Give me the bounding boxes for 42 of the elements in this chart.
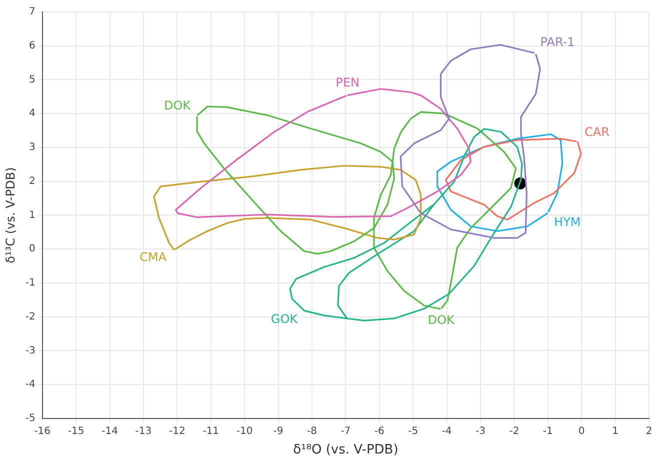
x-tick-label: -12 <box>169 426 186 437</box>
series-label: CAR <box>584 124 610 139</box>
y-tick-label: -4 <box>25 379 36 390</box>
x-tick-label: 2 <box>646 426 652 437</box>
x-axis-title: δ¹⁸O (vs. V-PDB) <box>293 442 398 458</box>
x-tick-label: -8 <box>306 426 317 437</box>
y-tick-label: 2 <box>28 176 36 187</box>
x-tick-label: -6 <box>374 426 384 437</box>
x-tick-label: -10 <box>236 426 253 437</box>
x-tick-label: -13 <box>135 426 152 437</box>
y-tick-label: 7 <box>28 6 36 18</box>
x-tick-label: 0 <box>578 426 585 437</box>
x-tick-label: -5 <box>408 426 418 437</box>
x-tick-label: -16 <box>34 426 51 437</box>
x-tick-label: -9 <box>273 426 284 437</box>
y-tick-label: -2 <box>25 311 36 322</box>
y-tick-label: -1 <box>25 278 36 289</box>
y-tick-label: 0 <box>28 244 36 255</box>
x-tick-label: -2 <box>509 426 520 437</box>
x-tick-label: 1 <box>612 426 618 437</box>
x-tick-label: -11 <box>202 426 220 437</box>
series-label: DOK <box>428 313 456 328</box>
x-tick-label: -7 <box>340 426 351 437</box>
x-tick-label: -1 <box>542 426 553 437</box>
x-tick-label: -4 <box>442 426 452 437</box>
series-label: DOK <box>164 98 192 112</box>
series-label: PEN <box>336 75 360 90</box>
x-tick-label: -15 <box>68 426 84 437</box>
y-tick-label: -5 <box>25 412 36 424</box>
x-tick-label: -14 <box>102 426 118 437</box>
x-tick-label: -3 <box>476 426 486 437</box>
series-label: GOK <box>270 312 299 326</box>
y-axis-title: δ¹³C (vs. V-PDB) <box>3 167 18 264</box>
series-label: PAR-1 <box>540 35 575 50</box>
y-tick-label: 6 <box>28 40 36 52</box>
y-tick-label: 3 <box>28 142 36 154</box>
series-label: HYM <box>554 214 581 229</box>
y-tick-label: 1 <box>28 210 36 221</box>
series-label: CMA <box>140 250 168 264</box>
y-tick-label: -3 <box>25 345 36 356</box>
y-tick-label: 5 <box>28 74 36 86</box>
y-tick-label: 4 <box>28 108 36 120</box>
